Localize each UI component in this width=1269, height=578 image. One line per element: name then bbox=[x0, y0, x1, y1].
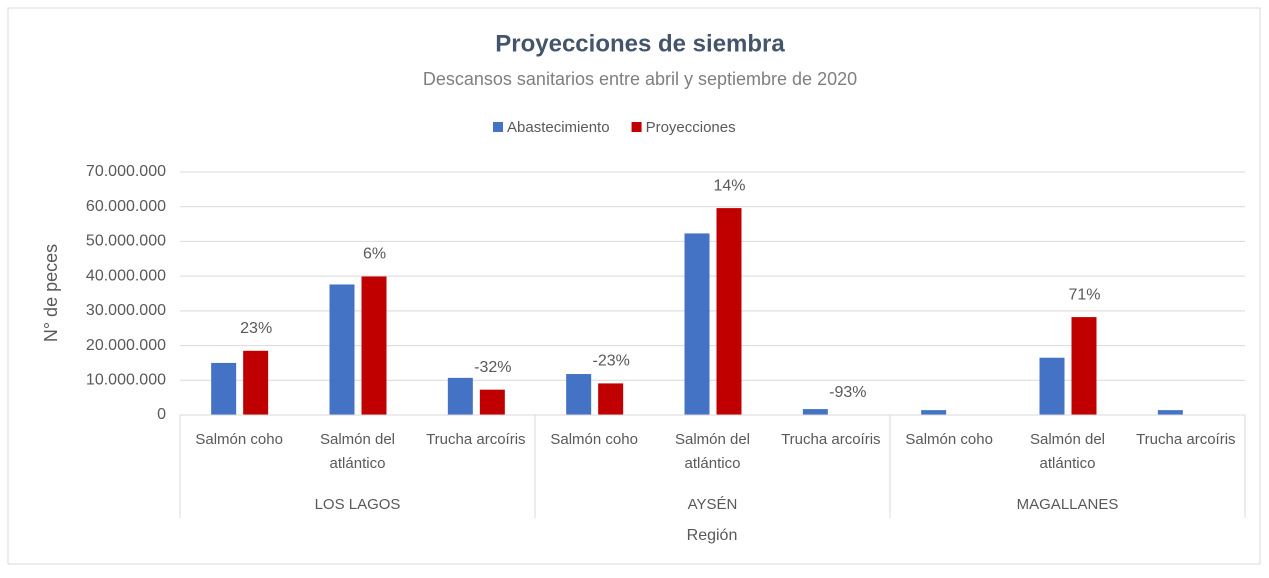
legend-swatch bbox=[493, 122, 503, 132]
x-tick-label-box: Salmón coho bbox=[892, 428, 1006, 480]
bar bbox=[362, 276, 387, 415]
x-tick-label: Trucha arcoíris bbox=[774, 428, 888, 452]
x-tick-label-box: Salmón del atlántico bbox=[300, 428, 414, 480]
data-label: -93% bbox=[829, 384, 866, 401]
data-label: -32% bbox=[474, 359, 511, 376]
x-tick-label: Salmón del atlántico bbox=[655, 428, 769, 476]
x-tick-label-box: Trucha arcoíris bbox=[1129, 428, 1243, 480]
bar bbox=[480, 390, 505, 415]
bar bbox=[1040, 358, 1065, 415]
y-tick-label: 70.000.000 bbox=[86, 163, 166, 180]
y-tick-label: 40.000.000 bbox=[86, 267, 166, 284]
x-tick-label: Salmón coho bbox=[182, 428, 296, 452]
x-tick-label: Trucha arcoíris bbox=[419, 428, 533, 452]
chart-title: Proyecciones de siembra bbox=[495, 30, 785, 57]
bar bbox=[717, 208, 742, 415]
data-label: -23% bbox=[592, 353, 629, 370]
bar bbox=[598, 383, 623, 415]
legend-label: Abastecimiento bbox=[507, 119, 610, 136]
x-tick-label-box: Trucha arcoíris bbox=[774, 428, 888, 480]
y-tick-label: 20.000.000 bbox=[86, 337, 166, 354]
bar bbox=[921, 410, 946, 415]
y-tick-label: 0 bbox=[157, 406, 166, 423]
y-tick-label: 10.000.000 bbox=[86, 372, 166, 389]
x-tick-label-box: Salmón coho bbox=[182, 428, 296, 480]
x-tick-label-box: Trucha arcoíris bbox=[419, 428, 533, 480]
x-tick-label: Salmón del atlántico bbox=[300, 428, 414, 476]
x-tick-label-box: Salmón del atlántico bbox=[655, 428, 769, 480]
y-tick-label: 30.000.000 bbox=[86, 302, 166, 319]
x-tick-label-box: Salmón coho bbox=[537, 428, 651, 480]
bar bbox=[803, 409, 828, 415]
x-tick-label: Salmón del atlántico bbox=[1010, 428, 1124, 476]
x-tick-label: Salmón coho bbox=[892, 428, 1006, 452]
bar bbox=[566, 374, 591, 415]
group-label: MAGALLANES bbox=[1017, 496, 1119, 513]
legend-swatch bbox=[632, 122, 642, 132]
bar bbox=[448, 378, 473, 415]
group-label: AYSÉN bbox=[688, 496, 738, 513]
bar bbox=[1158, 410, 1183, 415]
data-label: 14% bbox=[713, 177, 745, 194]
bar bbox=[211, 363, 236, 415]
group-label: LOS LAGOS bbox=[315, 496, 401, 513]
chart-subtitle: Descansos sanitarios entre abril y septi… bbox=[423, 69, 857, 89]
data-label: 71% bbox=[1068, 286, 1100, 303]
bar bbox=[685, 233, 710, 415]
y-tick-label: 60.000.000 bbox=[86, 198, 166, 215]
x-tick-label: Trucha arcoíris bbox=[1129, 428, 1243, 452]
bar bbox=[243, 351, 268, 415]
legend-label: Proyecciones bbox=[646, 119, 736, 136]
data-label: 6% bbox=[363, 246, 386, 263]
x-axis-title: Región bbox=[687, 527, 738, 544]
y-axis-title: N° de peces bbox=[41, 244, 61, 342]
y-tick-label: 50.000.000 bbox=[86, 233, 166, 250]
x-tick-label: Salmón coho bbox=[537, 428, 651, 452]
data-label: 23% bbox=[240, 320, 272, 337]
x-tick-label-box: Salmón del atlántico bbox=[1010, 428, 1124, 480]
bar bbox=[1072, 317, 1097, 415]
bar bbox=[330, 284, 355, 415]
